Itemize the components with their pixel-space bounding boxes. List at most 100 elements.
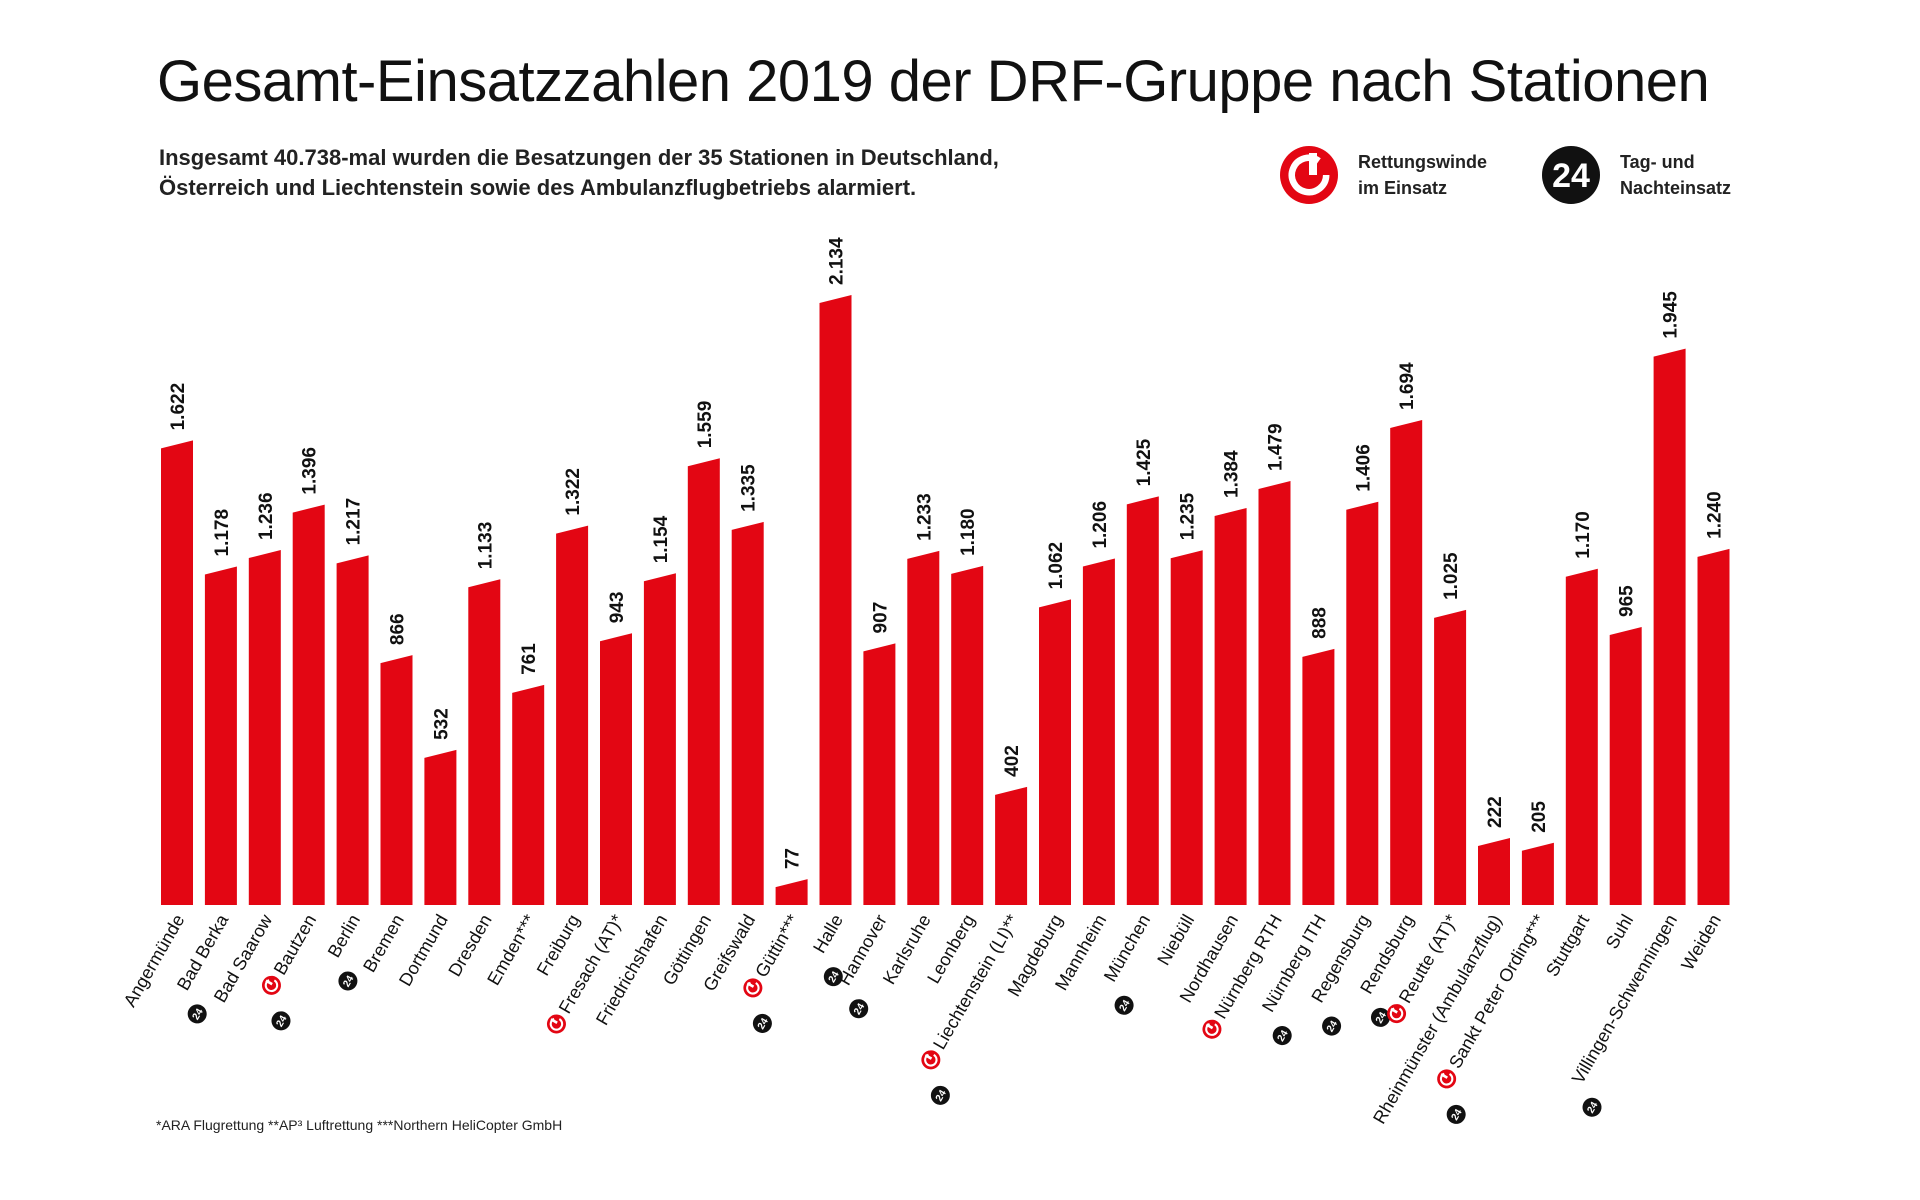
bar-value-label: 77 (783, 848, 804, 869)
svg-text:24: 24 (1325, 1019, 1340, 1034)
bar-value-label: 1.396 (300, 447, 321, 495)
category-label-group: Bremen (359, 911, 408, 976)
bar (380, 655, 413, 905)
bar-value-label: 222 (1485, 796, 1506, 828)
day-night-24-icon: 24 (752, 1013, 772, 1033)
bar (1170, 550, 1203, 905)
bar-value-label: 965 (1617, 585, 1638, 617)
bar-value-label: 1.217 (344, 498, 365, 546)
category-label-group: Angermünde (120, 911, 189, 1010)
legend-night-label-line2: Nachteinsatz (1620, 178, 1732, 198)
category-label: Stuttgart (1542, 911, 1593, 980)
day-night-24-icon: 24 (930, 1085, 950, 1105)
day-night-24-icon: 24 (271, 1011, 291, 1031)
bar (1434, 609, 1467, 905)
day-night-24-icon: 24 (823, 967, 843, 987)
category-label-group: Stuttgart (1542, 911, 1593, 980)
category-label: Weiden (1677, 911, 1725, 974)
bar (819, 295, 852, 905)
bar (1609, 626, 1642, 905)
bar (204, 566, 237, 905)
category-label: Bremen (359, 911, 408, 976)
bar (1258, 481, 1291, 905)
svg-text:24: 24 (191, 1007, 206, 1022)
bar-value-label: 1.170 (1573, 511, 1594, 559)
bar (468, 579, 501, 905)
svg-text:24: 24 (852, 1001, 867, 1016)
category-label: Güttin*** (751, 911, 803, 981)
bar (1082, 558, 1115, 905)
bar-value-label: 1.236 (256, 492, 277, 540)
rescue-winch-icon (921, 1050, 941, 1070)
bar-value-label: 1.694 (1397, 362, 1418, 410)
bar-value-label: 943 (607, 592, 628, 624)
day-night-24-icon: 24 (1322, 1016, 1342, 1036)
category-label-group: Weiden (1677, 911, 1725, 974)
day-night-24-icon: 24 (1446, 1104, 1466, 1124)
bar (1478, 837, 1510, 905)
bar (1565, 568, 1598, 905)
bar-value-label: 1.479 (1266, 423, 1287, 471)
rescue-winch-icon (1202, 1019, 1222, 1039)
bar (161, 440, 193, 905)
bar (1346, 501, 1379, 905)
bar-value-label: 1.622 (168, 383, 189, 431)
bar-value-label: 1.945 (1661, 291, 1682, 339)
bar (951, 565, 984, 905)
bar-value-label: 402 (1002, 745, 1023, 777)
svg-text:24: 24 (1585, 1100, 1600, 1115)
bar-value-label: 1.425 (1134, 438, 1155, 486)
svg-text:24: 24 (1118, 998, 1133, 1013)
bar (1214, 507, 1247, 905)
page-subtitle: Insgesamt 40.738-mal wurden die Besatzun… (159, 145, 999, 200)
category-label-group: Niebüll (1153, 911, 1198, 969)
bar (556, 525, 589, 905)
bar-value-label: 1.180 (958, 508, 979, 556)
rescue-winch-icon (546, 1014, 566, 1034)
day-night-24-icon: 24 (1582, 1097, 1602, 1117)
bar-value-label: 1.240 (1705, 491, 1726, 539)
bar (424, 749, 457, 905)
legend-badge-text: 24 (1552, 157, 1590, 195)
bar-value-label: 1.206 (1090, 501, 1111, 549)
category-label: Niebüll (1153, 911, 1198, 969)
rescue-winch-icon (743, 978, 763, 998)
day-night-24-icon: 24 (338, 971, 358, 991)
category-label: Suhl (1602, 911, 1637, 952)
category-label: Berlin (324, 911, 364, 961)
bar-value-label: 2.134 (827, 237, 848, 285)
bar-value-label: 866 (388, 613, 409, 645)
bar-value-label: 1.025 (1441, 552, 1462, 600)
bar (687, 458, 720, 905)
bar (731, 521, 764, 905)
bar-value-label: 761 (519, 643, 540, 675)
bar (1126, 496, 1159, 905)
bar (643, 573, 676, 905)
bar (995, 786, 1028, 905)
svg-text:24: 24 (934, 1088, 949, 1103)
bar-value-label: 1.384 (1222, 450, 1243, 498)
rescue-winch-icon (261, 975, 281, 995)
bar-value-label: 1.178 (212, 509, 233, 557)
bar (907, 550, 940, 905)
rescue-winch-icon (1387, 1004, 1407, 1024)
day-night-24-icon: 24 (849, 999, 869, 1019)
svg-text:24: 24 (341, 974, 356, 989)
day-night-24-icon: 24 (1114, 995, 1134, 1015)
category-label: Angermünde (120, 911, 189, 1010)
svg-text:24: 24 (1374, 1010, 1389, 1025)
rescue-winch-icon (1437, 1069, 1457, 1089)
day-night-24-icon: 24 (187, 1004, 207, 1024)
category-label-group: Suhl (1602, 911, 1637, 952)
day-night-24-icon: 24 (1542, 146, 1600, 204)
bar (1039, 599, 1071, 905)
legend-winch-label-line1: Rettungswinde (1358, 152, 1487, 172)
bar (1302, 648, 1335, 905)
bar (600, 633, 632, 905)
svg-text:24: 24 (274, 1013, 289, 1028)
legend-winch: Rettungswinde im Einsatz (1278, 140, 1487, 210)
rescue-winch-icon (1280, 146, 1338, 204)
bar-value-label: 907 (870, 602, 891, 634)
category-label: Bautzen (270, 911, 320, 978)
